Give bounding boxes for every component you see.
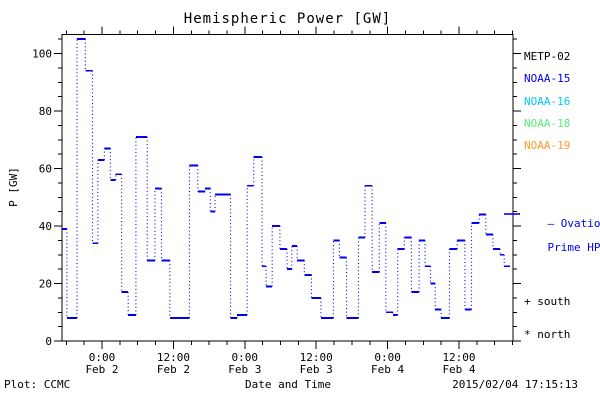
ovation-label-line2: Prime HPI bbox=[547, 241, 600, 254]
x-tick-date-label: Feb 3 bbox=[228, 363, 261, 376]
legend-item-noaa-19: NOAA-19 bbox=[524, 139, 571, 152]
x-tick-date-label: Feb 4 bbox=[442, 363, 475, 376]
y-tick-label: 40 bbox=[39, 220, 52, 233]
plot-frame bbox=[61, 34, 514, 342]
y-tick-label: 80 bbox=[39, 105, 52, 118]
y-tick-label: 100 bbox=[32, 48, 52, 61]
plot-source-label: Plot: CCMC bbox=[4, 378, 71, 391]
x-tick-date-label: Feb 4 bbox=[371, 363, 404, 376]
y-tick-label: 0 bbox=[45, 335, 52, 348]
plot-timestamp: 2015/02/04 17:15:13 bbox=[452, 378, 578, 391]
south-hemisphere-marker-label: + south bbox=[524, 295, 571, 308]
legend-item-metp-02: METP-02 bbox=[524, 50, 571, 63]
x-tick-date-label: Feb 2 bbox=[85, 363, 118, 376]
x-tick-time-label: 0:00 bbox=[89, 351, 116, 364]
x-tick-time-label: 0:00 bbox=[374, 351, 401, 364]
ovation-label-line1: – Ovation bbox=[547, 217, 600, 230]
x-tick-date-label: Feb 2 bbox=[157, 363, 190, 376]
y-tick-labels: 0 20 40 60 80 100 bbox=[32, 48, 52, 349]
x-tick-time-label: 12:00 bbox=[442, 351, 475, 364]
x-tick-time-label: 0:00 bbox=[232, 351, 259, 364]
x-axis-title: Date and Time bbox=[244, 378, 332, 391]
y-tick-label: 20 bbox=[39, 278, 52, 291]
legend-item-noaa-15: NOAA-15 bbox=[524, 72, 571, 85]
x-tick-date-label: Feb 3 bbox=[300, 363, 333, 376]
y-tick-label: 60 bbox=[39, 163, 52, 176]
y-axis-title: P [GW] bbox=[6, 167, 20, 207]
x-tick-time-label: 12:00 bbox=[300, 351, 333, 364]
north-hemisphere-marker-label: * north bbox=[524, 328, 571, 341]
axis-ticks bbox=[54, 26, 521, 349]
hpi-step-line bbox=[62, 38, 511, 319]
ovation-prime-hpi-label: – Ovation Prime HPI bbox=[521, 206, 600, 266]
x-tick-time-label: 12:00 bbox=[157, 351, 190, 364]
legend-item-noaa-16: NOAA-16 bbox=[524, 95, 571, 108]
legend-item-noaa-18: NOAA-18 bbox=[524, 117, 571, 130]
chart-title: Hemispheric Power [GW] bbox=[183, 11, 392, 27]
